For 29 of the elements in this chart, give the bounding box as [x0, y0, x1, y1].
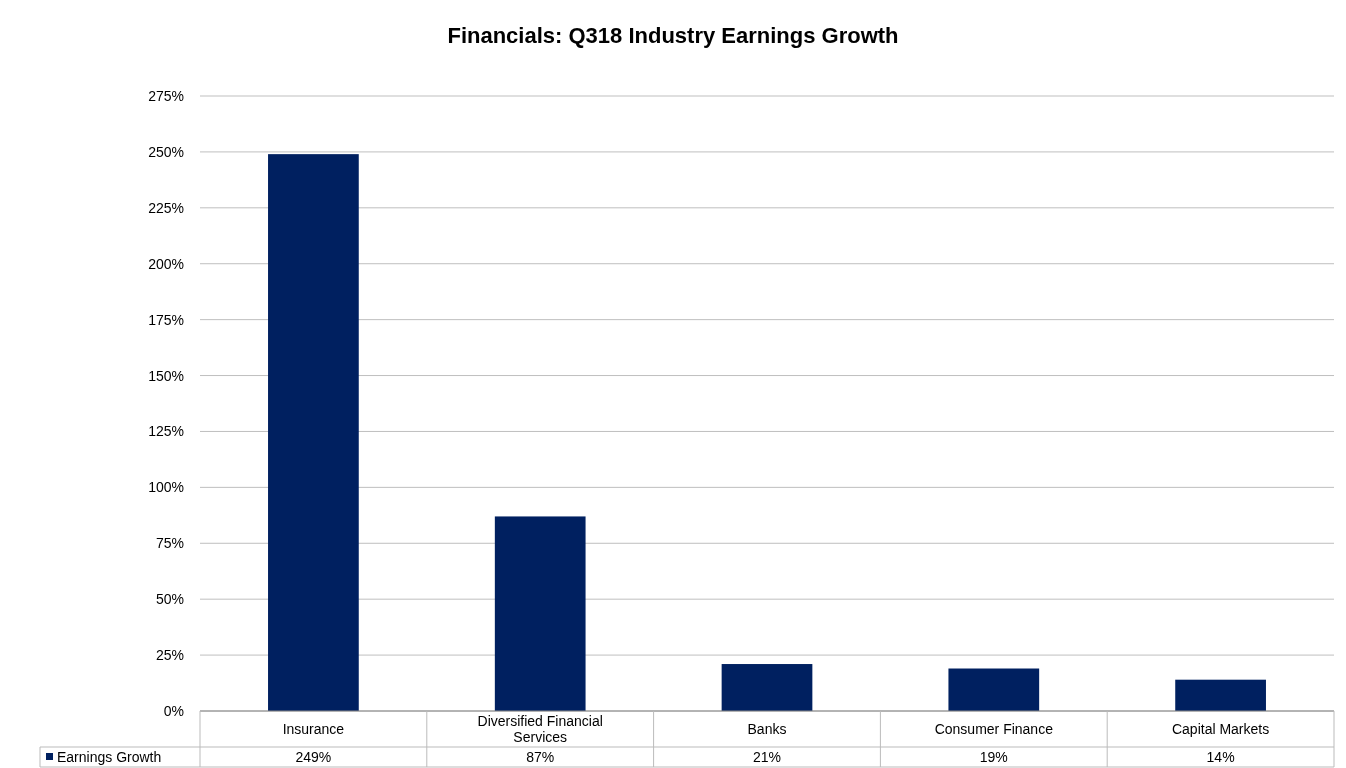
bar	[494, 516, 586, 711]
data-label: 249%	[295, 749, 332, 765]
bar	[268, 154, 359, 711]
y-tick-label: 275%	[148, 88, 184, 104]
chart-title: Financials: Q318 Industry Earnings Growth	[447, 23, 899, 48]
data-label: 19%	[979, 749, 1008, 765]
y-tick-label: 50%	[155, 591, 184, 608]
x-tick-label: Consumer Finance	[934, 721, 1054, 737]
legend-label: Earnings Growth	[57, 749, 162, 765]
bar	[1175, 679, 1266, 711]
x-tick-label: Banks	[747, 721, 787, 737]
y-tick-label: 175%	[148, 311, 184, 328]
y-tick-label: 125%	[148, 423, 184, 440]
data-label: 14%	[1206, 749, 1235, 765]
y-tick-label: 100%	[148, 479, 184, 496]
y-tick-label: 75%	[155, 535, 184, 552]
data-label: 87%	[526, 749, 555, 765]
y-tick-label: 25%	[155, 647, 184, 664]
bar	[948, 668, 1040, 711]
x-tick-label: Insurance	[282, 721, 345, 737]
y-tick-label: 150%	[148, 367, 184, 384]
data-label: 21%	[752, 749, 782, 765]
y-tick-label: 0%	[163, 703, 184, 719]
x-tick-label: Diversified Financial Services	[477, 713, 603, 745]
y-tick-label: 225%	[148, 199, 184, 216]
y-tick-label: 250%	[148, 143, 184, 160]
y-tick-label: 200%	[148, 255, 184, 272]
x-tick-label: Capital Markets	[1171, 721, 1270, 737]
bar	[721, 664, 813, 711]
